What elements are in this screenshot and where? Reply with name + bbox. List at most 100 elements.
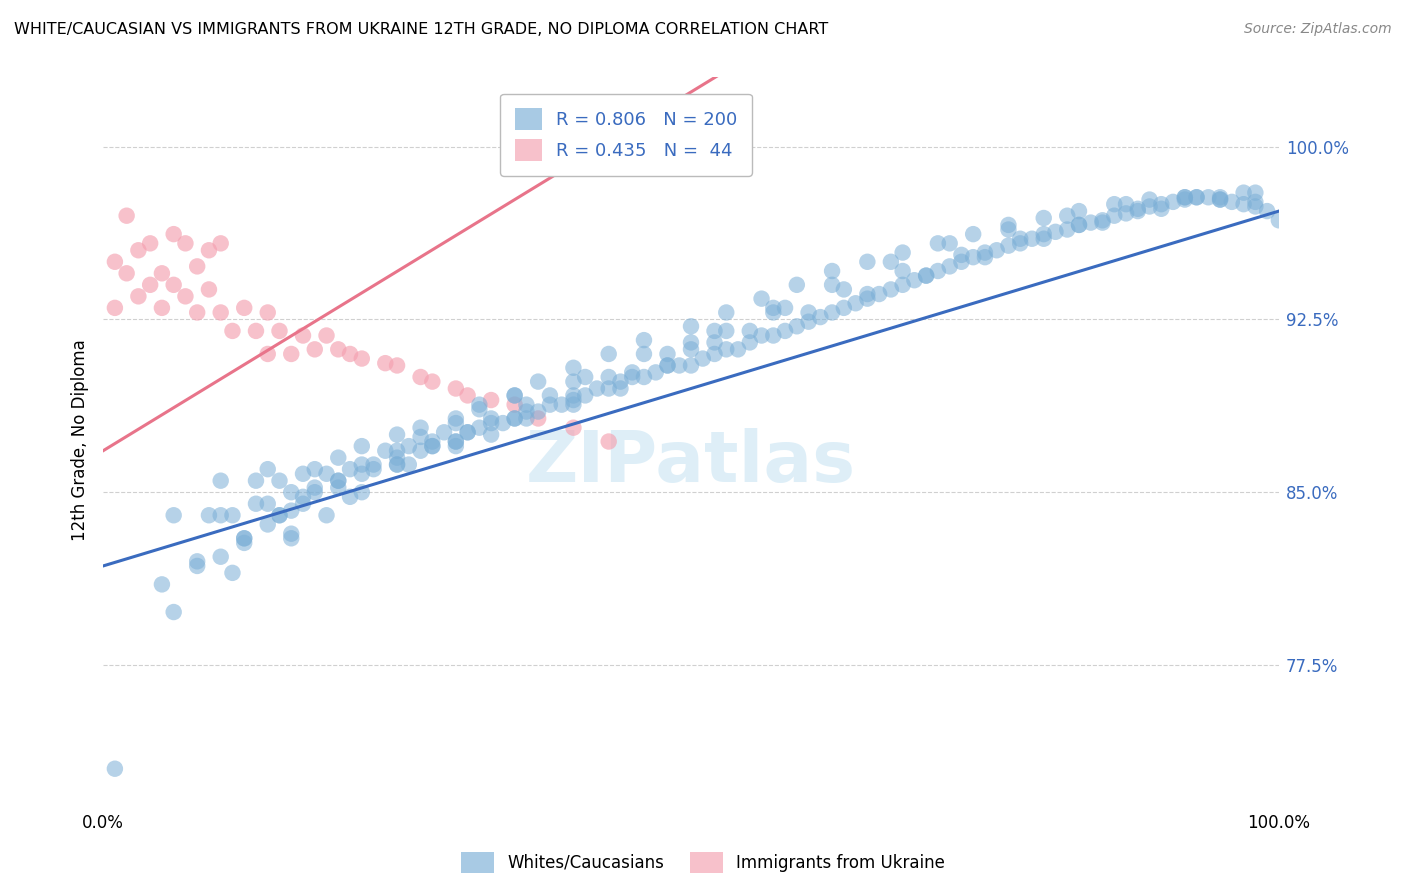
Point	[786, 319, 808, 334]
Point	[1209, 193, 1232, 207]
Point	[304, 343, 326, 357]
Point	[328, 474, 350, 488]
Point	[444, 434, 467, 449]
Point	[115, 266, 138, 280]
Point	[1256, 204, 1278, 219]
Point	[256, 462, 278, 476]
Point	[457, 388, 479, 402]
Point	[821, 277, 844, 292]
Point	[1185, 190, 1208, 204]
Point	[538, 388, 561, 402]
Point	[1174, 193, 1197, 207]
Point	[163, 227, 186, 241]
Point	[1139, 199, 1161, 213]
Point	[703, 347, 725, 361]
Point	[444, 382, 467, 396]
Point	[163, 508, 186, 523]
Point	[609, 382, 631, 396]
Point	[444, 434, 467, 449]
Point	[420, 434, 443, 449]
Point	[1126, 204, 1149, 219]
Point	[668, 359, 690, 373]
Point	[233, 536, 256, 550]
Point	[927, 236, 949, 251]
Point	[444, 416, 467, 430]
Point	[751, 292, 773, 306]
Point	[328, 450, 350, 465]
Point	[198, 508, 221, 523]
Point	[280, 531, 302, 545]
Point	[479, 427, 502, 442]
Point	[515, 411, 537, 425]
Point	[1139, 193, 1161, 207]
Point	[609, 375, 631, 389]
Point	[292, 497, 315, 511]
Point	[527, 404, 550, 418]
Point	[773, 324, 796, 338]
Point	[515, 398, 537, 412]
Point	[1021, 232, 1043, 246]
Point	[444, 411, 467, 425]
Point	[1067, 218, 1090, 232]
Point	[633, 333, 655, 347]
Point	[328, 474, 350, 488]
Point	[409, 443, 432, 458]
Point	[339, 462, 361, 476]
Point	[315, 508, 337, 523]
Point	[562, 398, 585, 412]
Legend: R = 0.806   N = 200, R = 0.435   N =  44: R = 0.806 N = 200, R = 0.435 N = 44	[501, 94, 752, 176]
Point	[198, 282, 221, 296]
Point	[950, 254, 973, 268]
Point	[350, 467, 373, 481]
Point	[1032, 227, 1054, 241]
Point	[1010, 232, 1032, 246]
Point	[562, 388, 585, 402]
Point	[938, 260, 960, 274]
Point	[738, 324, 761, 338]
Point	[657, 347, 679, 361]
Point	[1244, 199, 1267, 213]
Point	[915, 268, 938, 283]
Point	[104, 301, 127, 315]
Point	[479, 416, 502, 430]
Point	[880, 282, 903, 296]
Point	[363, 462, 385, 476]
Point	[986, 244, 1008, 258]
Point	[868, 287, 890, 301]
Point	[1209, 190, 1232, 204]
Point	[1268, 213, 1291, 227]
Point	[1232, 186, 1254, 200]
Point	[385, 427, 408, 442]
Point	[385, 359, 408, 373]
Point	[374, 443, 396, 458]
Point	[479, 392, 502, 407]
Point	[880, 254, 903, 268]
Point	[1115, 197, 1137, 211]
Point	[562, 420, 585, 434]
Point	[398, 439, 420, 453]
Point	[385, 458, 408, 472]
Point	[350, 439, 373, 453]
Point	[1032, 232, 1054, 246]
Point	[1232, 197, 1254, 211]
Point	[762, 328, 785, 343]
Point	[1161, 194, 1184, 209]
Point	[644, 365, 666, 379]
Point	[751, 328, 773, 343]
Point	[679, 335, 702, 350]
Point	[821, 305, 844, 319]
Point	[328, 481, 350, 495]
Point	[1244, 194, 1267, 209]
Point	[398, 458, 420, 472]
Legend: Whites/Caucasians, Immigrants from Ukraine: Whites/Caucasians, Immigrants from Ukrai…	[454, 846, 952, 880]
Point	[598, 370, 620, 384]
Point	[304, 485, 326, 500]
Point	[444, 439, 467, 453]
Point	[256, 497, 278, 511]
Y-axis label: 12th Grade, No Diploma: 12th Grade, No Diploma	[72, 340, 89, 541]
Point	[468, 420, 491, 434]
Point	[315, 328, 337, 343]
Point	[1010, 236, 1032, 251]
Point	[221, 566, 243, 580]
Point	[468, 402, 491, 417]
